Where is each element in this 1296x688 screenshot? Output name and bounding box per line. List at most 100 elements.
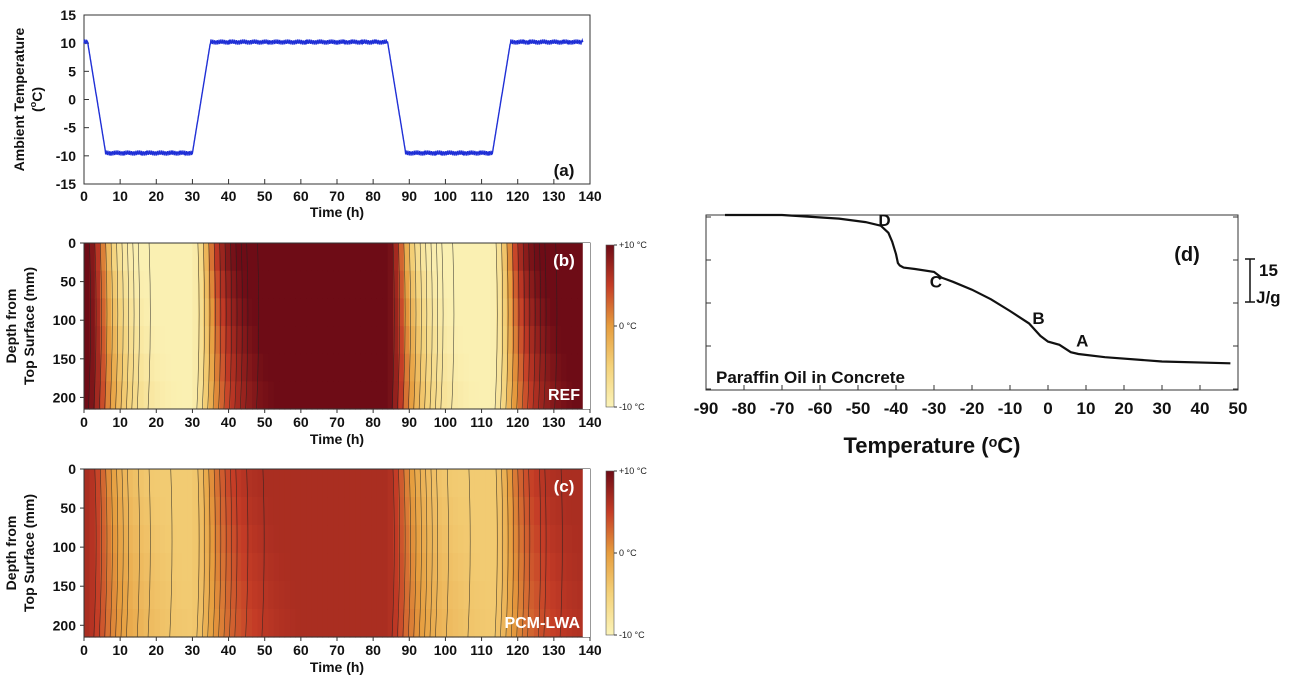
heat-cell [403,469,410,498]
heat-cell [311,381,318,410]
contour-line [391,242,395,410]
heat-cell [176,270,183,299]
heat-cell [208,609,215,638]
contour-line [510,242,514,410]
heat-cell [371,353,378,382]
heat-cell [474,381,481,410]
heat-cell [208,553,215,582]
heat-cell [192,525,199,554]
heat-cell [219,298,226,327]
panel-label-d: (d) [1174,244,1200,266]
heat-cell [425,353,432,382]
heat-cell [376,497,383,526]
heat-cell [544,497,551,526]
heat-cell [246,497,253,526]
heat-cell [436,353,443,382]
contour-line [245,242,249,410]
heat-cell [523,525,530,554]
heat-cell [528,243,535,272]
heat-cell [496,298,503,327]
contour-line [532,242,536,410]
heat-cell [203,326,210,355]
heat-cell [436,270,443,299]
heat-cell [279,469,286,498]
heat-cell [154,381,161,410]
heat-cell [268,553,275,582]
heat-cell [181,469,188,498]
heat-cell [414,243,421,272]
heat-cell [284,298,291,327]
x-tick-label: -20 [960,399,985,418]
heat-cell [176,326,183,355]
heat-cell [371,581,378,610]
heat-cell [111,353,118,382]
heat-cell [89,353,96,382]
heat-cell [430,497,437,526]
x-tick-label: 0 [80,188,88,204]
heat-cell [208,581,215,610]
heat-cell [517,270,524,299]
heat-cell [100,497,107,526]
heat-cell [279,609,286,638]
heat-cell [474,553,481,582]
x-tick-label: 30 [185,188,201,204]
x-tick-label: 140 [578,188,602,204]
heat-cell [409,326,416,355]
heat-cell [192,497,199,526]
heat-cell [311,609,318,638]
heat-cell [203,270,210,299]
heat-cell [214,553,221,582]
heat-cell [447,243,454,272]
heat-cell [544,353,551,382]
x-tick-label: 50 [1229,399,1248,418]
heat-cell [425,326,432,355]
heat-cell [566,298,573,327]
heat-cell [159,270,166,299]
heat-cell [338,497,345,526]
heat-cell [165,609,172,638]
heat-cell [566,270,573,299]
heat-cell [517,326,524,355]
heat-cell [365,609,372,638]
heat-cell [403,581,410,610]
heat-cell [268,609,275,638]
heat-cell [132,469,139,498]
heat-cell [355,469,362,498]
heat-cell [111,381,118,410]
heat-cell [132,581,139,610]
heat-cell [273,326,280,355]
heat-cell [121,609,128,638]
heat-cell [290,553,297,582]
heat-cell [382,270,389,299]
heat-cell [555,243,562,272]
heat-cell [154,326,161,355]
heat-cell [214,270,221,299]
heat-cell [105,243,112,272]
heat-cell [360,497,367,526]
heat-cell [279,581,286,610]
heat-cell [121,298,128,327]
heat-cell [149,553,156,582]
heat-cell [398,353,405,382]
contour-line [467,468,471,638]
heat-cell [555,381,562,410]
heat-cell [382,497,389,526]
heat-cell [159,243,166,272]
heat-cell [512,381,519,410]
heat-cell [327,298,334,327]
heat-cell [187,497,194,526]
heat-cell [376,298,383,327]
heat-cell [273,353,280,382]
heat-cell [290,353,297,382]
heat-cell [436,326,443,355]
heat-cell [506,497,513,526]
heat-cell [149,353,156,382]
heat-cell [116,609,123,638]
heat-cell [84,525,91,554]
heat-cell [257,525,264,554]
heat-cell [100,581,107,610]
heat-cell [235,525,242,554]
heat-cell [430,609,437,638]
heat-cell [528,553,535,582]
heat-cell [425,270,432,299]
